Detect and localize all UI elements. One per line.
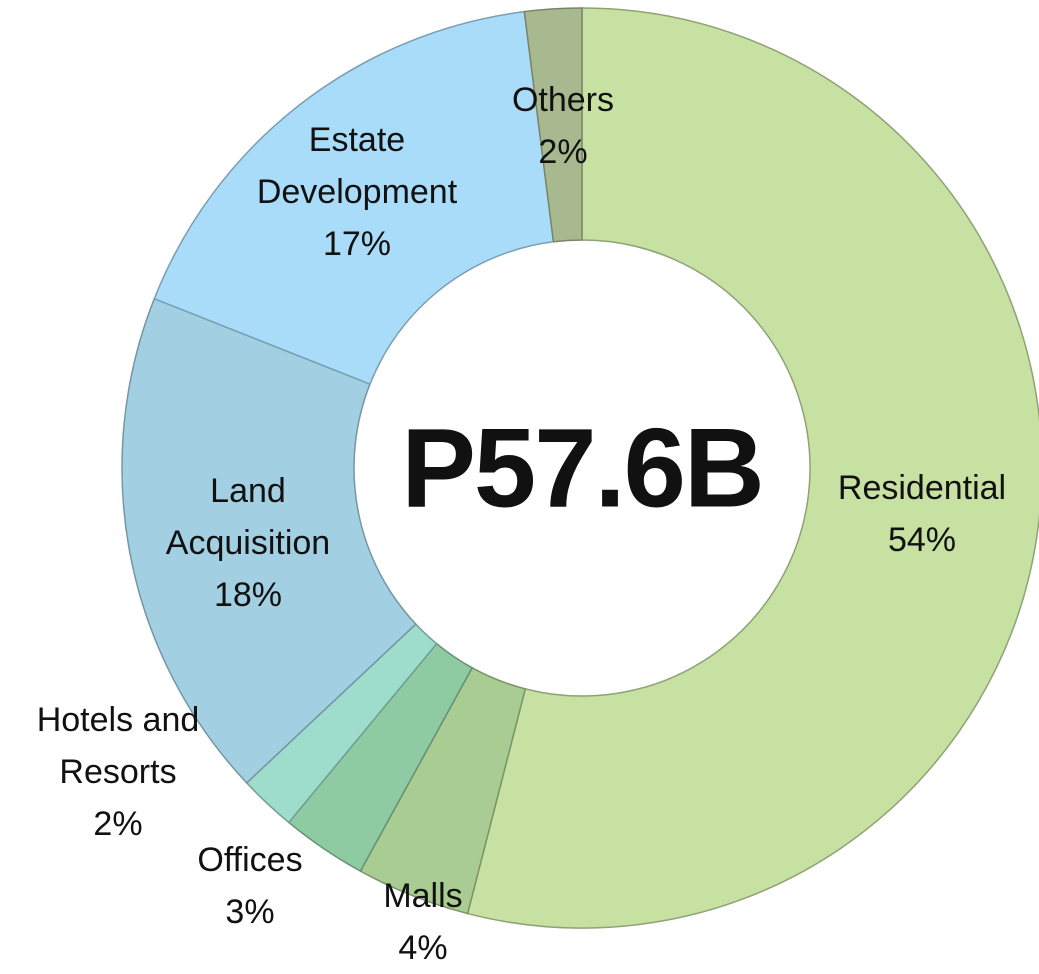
value-label: 17% xyxy=(322,225,392,263)
slice-label: Residential 54% xyxy=(802,462,1039,566)
value-label: 54% xyxy=(887,521,957,559)
slice-label: Others 2% xyxy=(483,74,643,178)
category-label: Land Acquisition xyxy=(165,472,331,562)
value-label: 4% xyxy=(398,929,448,967)
category-label: Others xyxy=(511,81,615,119)
value-label: 18% xyxy=(213,576,283,614)
value-label: 2% xyxy=(538,133,588,171)
donut-slice xyxy=(153,10,555,386)
slice-label: Hotels and Resorts 2% xyxy=(3,694,233,850)
category-label: Hotels and Resorts xyxy=(36,701,200,791)
slice-label: Land Acquisition 18% xyxy=(133,465,363,621)
category-label: Offices xyxy=(197,841,303,879)
value-label: 2% xyxy=(93,805,143,843)
center-label: P57.6B xyxy=(401,405,765,531)
value-label: 3% xyxy=(225,893,275,931)
category-label: Residential xyxy=(837,469,1007,507)
donut-slice xyxy=(121,297,417,784)
slice-label: Offices 3% xyxy=(170,834,330,938)
category-label: Malls xyxy=(383,877,463,915)
donut-slice xyxy=(523,7,583,243)
category-label: Estate Development xyxy=(256,121,458,211)
donut-slice xyxy=(466,7,1039,929)
slice-label: Malls 4% xyxy=(353,870,493,974)
slice-label: Estate Development 17% xyxy=(212,114,502,270)
